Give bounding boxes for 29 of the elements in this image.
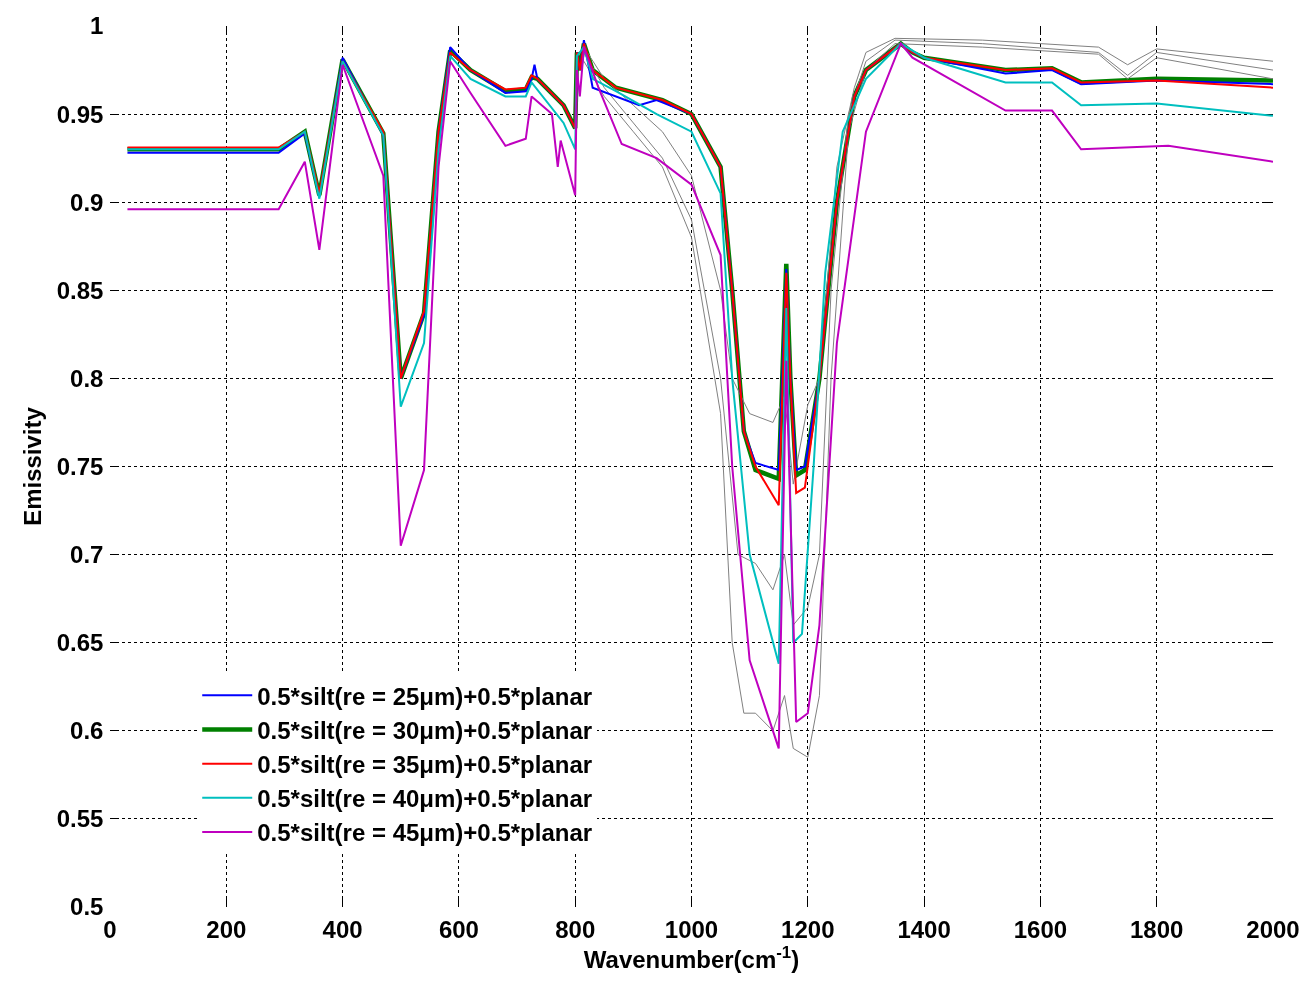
- legend-label: 0.5*silt(re = 40μm)+0.5*planar: [257, 785, 593, 813]
- y-tick-label: 0.7: [70, 541, 104, 568]
- y-tick-label: 1: [90, 12, 104, 40]
- legend-label: 0.5*silt(re = 45μm)+0.5*planar: [257, 819, 593, 847]
- x-tick-label: 1600: [1013, 915, 1068, 943]
- x-tick-label: 400: [322, 915, 363, 943]
- x-tick-label: 2000: [1246, 915, 1300, 943]
- x-tick-label: 1000: [664, 915, 719, 943]
- legend-label: 0.5*silt(re = 30μm)+0.5*planar: [257, 716, 593, 744]
- y-tick-label: 0.85: [56, 276, 104, 304]
- y-tick-label: 0.5: [70, 893, 104, 921]
- legend-label: 0.5*silt(re = 25μm)+0.5*planar: [257, 682, 593, 710]
- y-tick-label: 0.95: [56, 100, 104, 128]
- y-tick-label: 0.9: [70, 188, 104, 216]
- y-tick-label: 0.75: [56, 452, 104, 480]
- x-tick-label: 1400: [897, 915, 951, 943]
- x-axis-title: Wavenumber(cm$^{-1}$): [583, 942, 800, 973]
- y-axis-title: Emissivity: [19, 406, 47, 526]
- y-tick-label: 0.55: [56, 805, 104, 833]
- legend-label: 0.5*silt(re = 35μm)+0.5*planar: [257, 751, 593, 778]
- x-tick-label: 1800: [1130, 915, 1184, 943]
- x-tick-label: 200: [206, 915, 247, 943]
- y-tick-label: 0.8: [70, 364, 104, 392]
- y-tick-label: 0.65: [56, 629, 104, 657]
- x-tick-label: 1200: [781, 915, 835, 943]
- y-tick-label: 0.6: [70, 717, 104, 745]
- x-tick-label: 0: [103, 915, 117, 943]
- x-tick-label: 800: [555, 915, 596, 943]
- x-tick-label: 600: [438, 915, 479, 943]
